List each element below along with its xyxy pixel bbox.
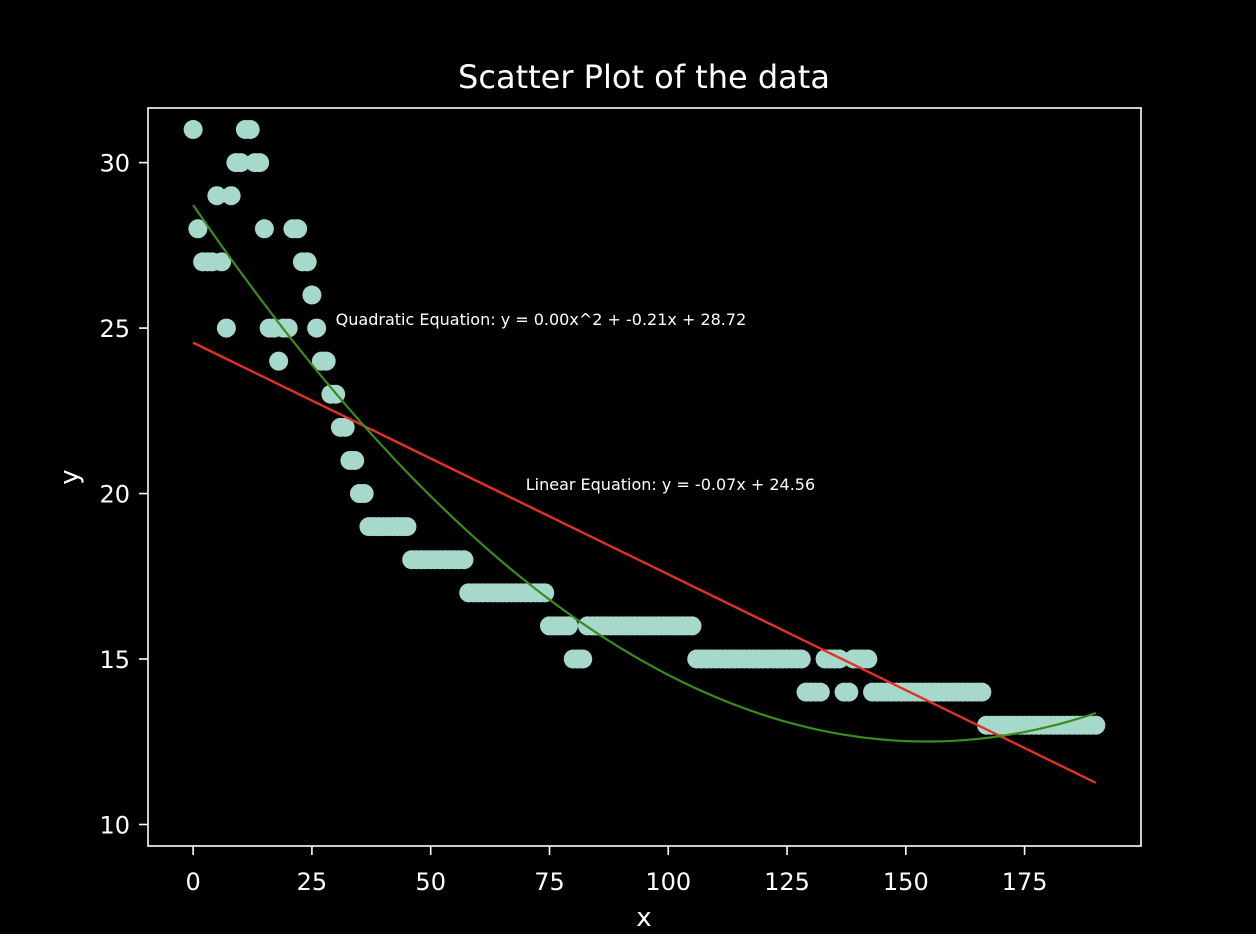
x-tick-label: 175 bbox=[1002, 868, 1048, 896]
data-point bbox=[250, 153, 270, 173]
x-axis-label: x bbox=[636, 903, 651, 933]
linear-fit-line bbox=[192, 341, 1097, 784]
data-point bbox=[682, 616, 702, 636]
x-tick-label: 0 bbox=[185, 868, 200, 896]
x-tick-label: 75 bbox=[534, 868, 565, 896]
data-point bbox=[269, 351, 289, 371]
x-tick-label: 50 bbox=[415, 868, 446, 896]
y-tick-label: 30 bbox=[99, 150, 130, 178]
data-point bbox=[307, 318, 327, 338]
y-axis-ticks: 10 15 20 25 30 bbox=[99, 150, 148, 839]
data-point bbox=[302, 285, 322, 305]
data-point bbox=[558, 616, 578, 636]
x-tick-label: 125 bbox=[764, 868, 810, 896]
y-axis-label: y bbox=[55, 469, 85, 484]
x-axis-ticks: 0 25 50 75 100 125 150 175 bbox=[185, 846, 1048, 896]
plot-area-frame bbox=[147, 107, 1142, 847]
quadratic-fit-curve bbox=[192, 204, 1097, 743]
data-point bbox=[278, 318, 298, 338]
data-point bbox=[839, 682, 859, 702]
data-point bbox=[216, 318, 236, 338]
data-point bbox=[535, 583, 555, 603]
linear-equation-annotation: Linear Equation: y = -0.07x + 24.56 bbox=[526, 475, 815, 494]
data-point bbox=[454, 550, 474, 570]
x-tick-label: 100 bbox=[645, 868, 691, 896]
data-point bbox=[397, 517, 417, 537]
data-point bbox=[188, 219, 208, 239]
data-point bbox=[297, 252, 317, 272]
data-point bbox=[335, 417, 355, 437]
y-tick-label: 25 bbox=[99, 315, 130, 343]
equation-annotations: Quadratic Equation: y = 0.00x^2 + -0.21x… bbox=[336, 310, 816, 494]
y-tick-label: 20 bbox=[99, 481, 130, 509]
fit-lines bbox=[192, 204, 1097, 784]
x-tick-label: 25 bbox=[297, 868, 328, 896]
data-point bbox=[207, 186, 227, 206]
data-point bbox=[288, 219, 308, 239]
data-point bbox=[345, 450, 365, 470]
data-point bbox=[1086, 715, 1106, 735]
data-point bbox=[573, 649, 593, 669]
data-point bbox=[212, 252, 232, 272]
data-point bbox=[810, 682, 830, 702]
data-point bbox=[316, 351, 336, 371]
data-point bbox=[254, 219, 274, 239]
data-point bbox=[231, 153, 251, 173]
data-point bbox=[354, 484, 374, 504]
y-tick-label: 10 bbox=[99, 811, 130, 839]
data-point bbox=[183, 120, 203, 140]
chart-title: Scatter Plot of the data bbox=[458, 58, 830, 96]
data-point bbox=[221, 186, 241, 206]
data-point bbox=[858, 649, 878, 669]
y-tick-label: 15 bbox=[99, 646, 130, 674]
data-point bbox=[972, 682, 992, 702]
data-point bbox=[240, 120, 260, 140]
quadratic-equation-annotation: Quadratic Equation: y = 0.00x^2 + -0.21x… bbox=[336, 310, 747, 329]
data-point bbox=[791, 649, 811, 669]
x-tick-label: 150 bbox=[883, 868, 929, 896]
